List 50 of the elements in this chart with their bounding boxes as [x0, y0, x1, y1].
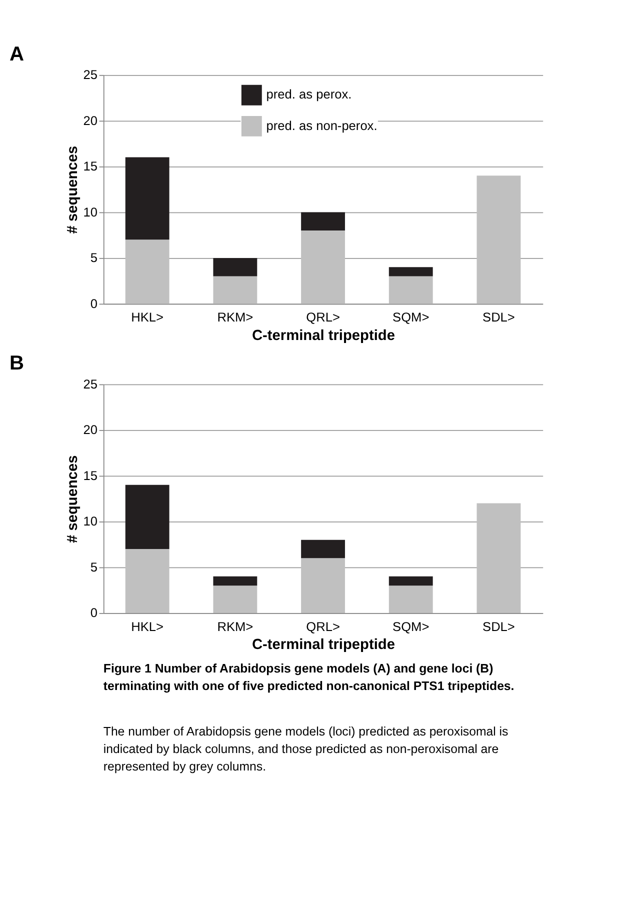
y-tick-label: 5: [90, 559, 98, 574]
x-tick-label: SDL>: [482, 618, 515, 634]
bar: [388, 276, 433, 304]
legend-label: pred. as non-perox.: [266, 118, 378, 133]
text: The number of Arabidopsis gene models (loci) predicted as peroxisomal is indicated by black columns, and those predicted as non-peroxisomal are represented by grey columns.: [103, 724, 508, 774]
bar: [213, 576, 258, 586]
bar: [125, 157, 170, 240]
bar: [125, 484, 170, 549]
legend-label: pred. as perox.: [266, 86, 352, 102]
x-tick-label: SQM>: [392, 618, 430, 634]
bar: [476, 503, 521, 614]
bar: [388, 586, 433, 614]
x-tick-label: QRL>: [306, 618, 340, 634]
x-tick-label: SQM>: [392, 310, 430, 325]
x-tick-label: HKL>: [131, 310, 164, 325]
x-tick-label: RKM>: [217, 618, 254, 634]
y-tick-label: 15: [83, 468, 98, 483]
y-axis-title: # sequences: [64, 146, 81, 234]
y-axis-title: # sequences: [64, 455, 81, 543]
x-tick-label: QRL>: [306, 310, 340, 325]
y-tick-label: 15: [83, 158, 98, 174]
bar: [388, 267, 433, 276]
x-axis-title: C-terminal tripeptide: [252, 328, 395, 344]
chart-title: B: [10, 352, 24, 375]
y-tick-label: 10: [83, 204, 98, 220]
caption: Figure 1 Number of Arabidopsis gene models (A) and gene loci (B) terminating with one of five predicted non-canonical PTS1 tripeptides.: [103, 662, 514, 693]
x-tick-label: RKM>: [217, 310, 254, 325]
y-tick-label: 25: [83, 67, 98, 82]
bar: [213, 276, 258, 304]
bar: [213, 586, 258, 614]
bar: [125, 240, 170, 304]
bar: [301, 230, 345, 304]
bar: [301, 540, 345, 558]
bar: [125, 548, 170, 614]
y-tick-label: 20: [83, 422, 98, 438]
x-axis-title: C-terminal tripeptide: [252, 637, 395, 654]
x-tick-label: HKL>: [131, 618, 164, 634]
bar: [301, 212, 345, 231]
y-tick-label: 25: [83, 376, 98, 392]
y-tick-label: 5: [90, 250, 98, 266]
bar: [213, 258, 258, 276]
y-tick-label: 0: [90, 605, 98, 620]
y-tick-label: 0: [90, 296, 98, 311]
bar: [476, 176, 521, 304]
y-tick-label: 20: [83, 112, 98, 128]
x-tick-label: SDL>: [482, 310, 515, 325]
bar: [388, 576, 433, 586]
chart-title: A: [10, 43, 24, 66]
y-tick-label: 10: [83, 514, 98, 529]
bar: [301, 558, 345, 614]
